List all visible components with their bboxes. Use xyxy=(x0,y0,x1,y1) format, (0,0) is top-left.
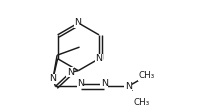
Text: N: N xyxy=(125,82,132,91)
Text: N: N xyxy=(74,18,81,27)
Text: CH₃: CH₃ xyxy=(134,98,150,107)
Text: N: N xyxy=(95,54,102,63)
Text: N: N xyxy=(49,74,56,83)
Text: N: N xyxy=(67,68,74,77)
Text: CH₃: CH₃ xyxy=(139,71,155,80)
Text: N: N xyxy=(77,79,84,88)
Text: N: N xyxy=(101,79,108,88)
